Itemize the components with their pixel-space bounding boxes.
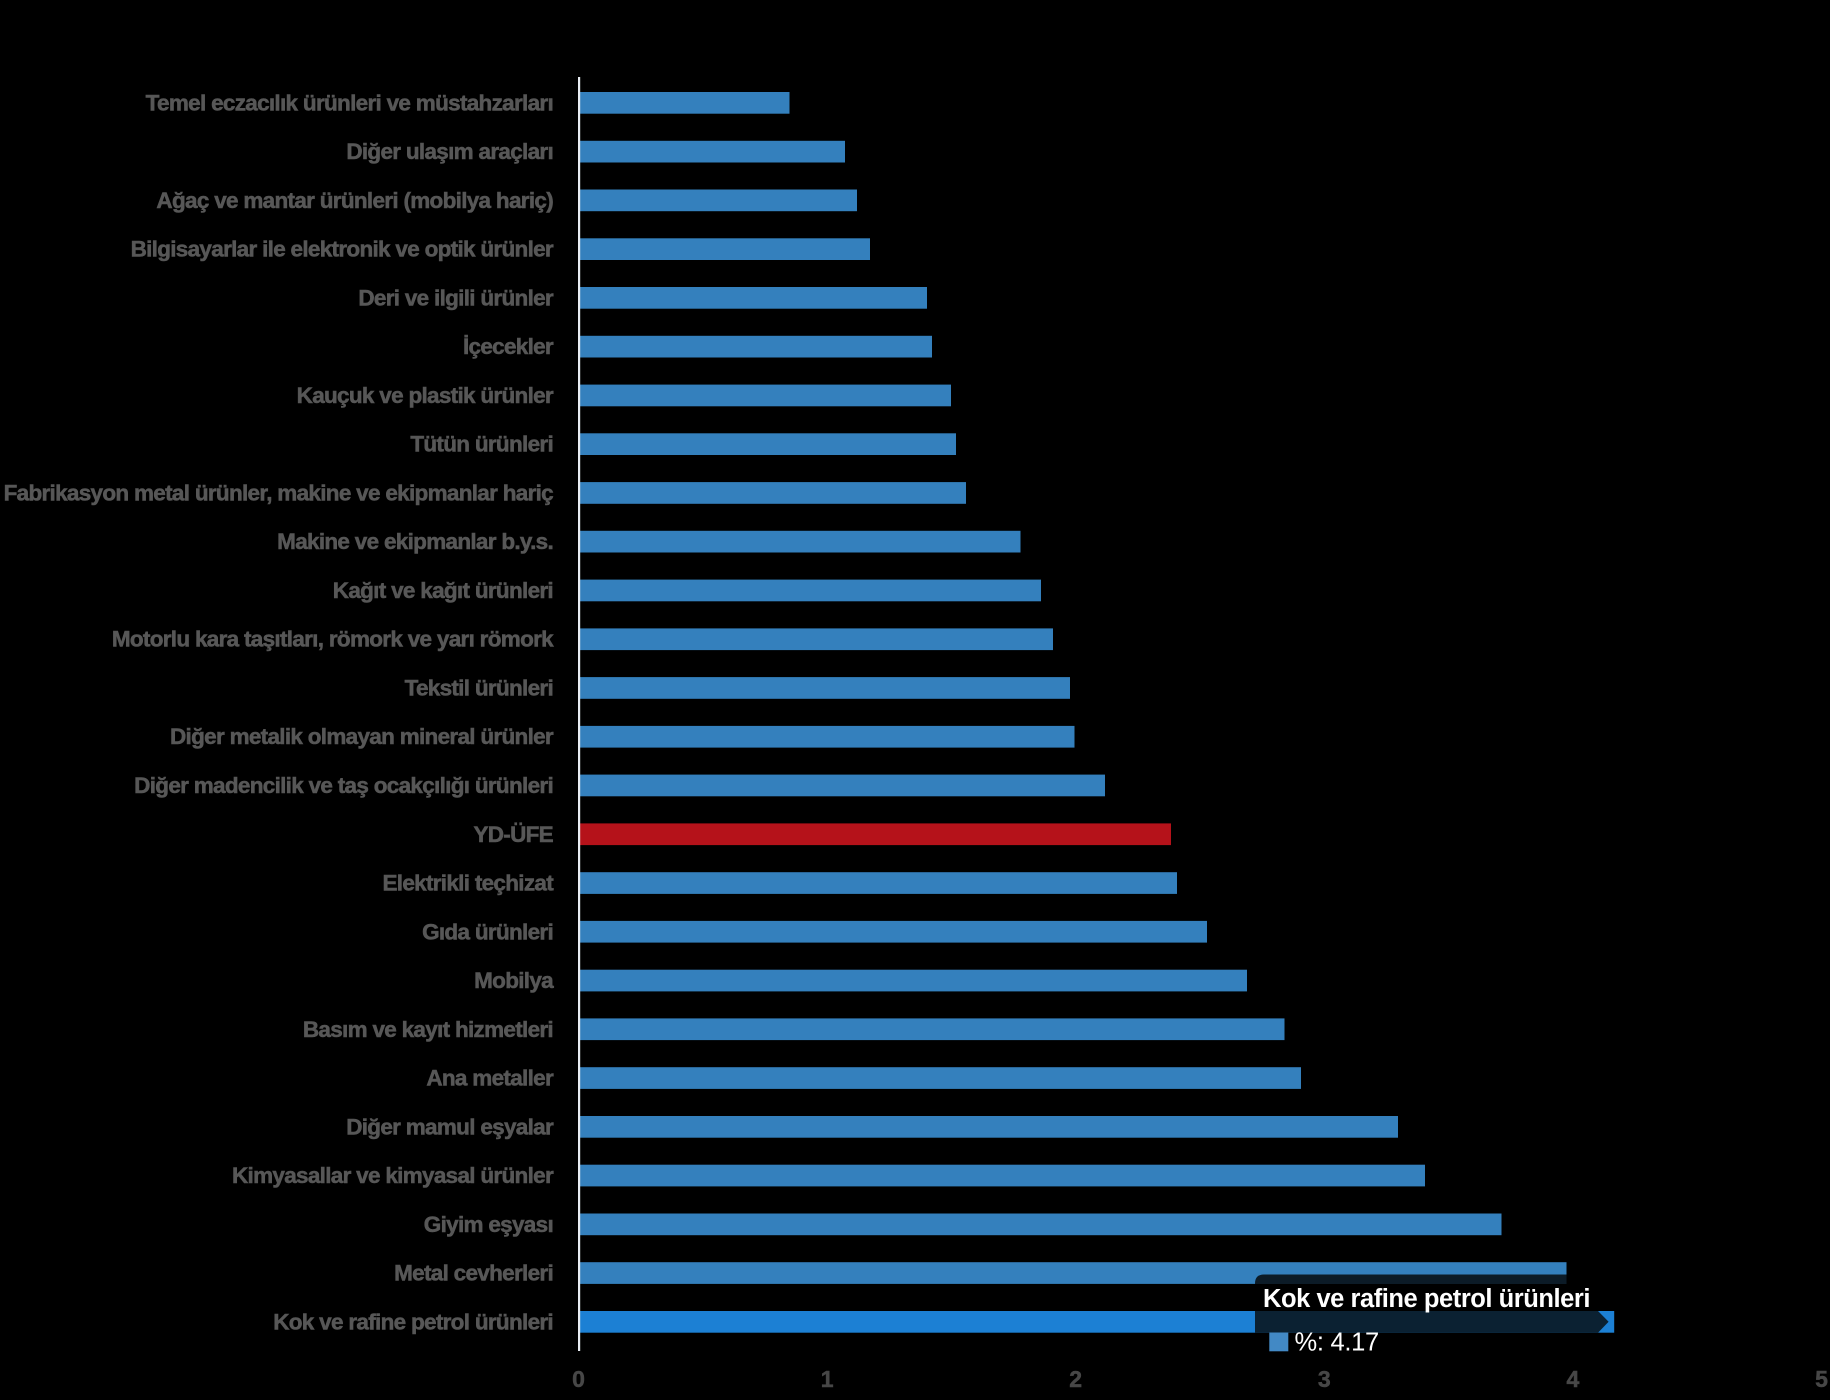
svg-text:Giyim eşyası: Giyim eşyası [424,1212,553,1237]
svg-text:Basım ve kayıt hizmetleri: Basım ve kayıt hizmetleri [303,1017,553,1042]
svg-text:Ana metaller: Ana metaller [426,1066,554,1091]
svg-text:1: 1 [821,1366,834,1392]
svg-text:0: 0 [572,1366,585,1392]
svg-text:Ağaç ve mantar ürünleri (mobil: Ağaç ve mantar ürünleri (mobilya hariç) [156,188,553,213]
svg-text:4: 4 [1567,1366,1580,1392]
svg-text:%: 4.17: %: 4.17 [1295,1329,1379,1357]
svg-text:Metal cevherleri: Metal cevherleri [394,1261,553,1286]
svg-text:Tütün ürünleri: Tütün ürünleri [410,432,553,457]
svg-text:Diğer metalik olmayan mineral: Diğer metalik olmayan mineral ürünler [170,724,554,749]
svg-text:Motorlu kara taşıtları, römork: Motorlu kara taşıtları, römork ve yarı r… [112,627,554,652]
svg-text:Temel eczacılık ürünleri ve mü: Temel eczacılık ürünleri ve müstahzarlar… [146,90,553,115]
svg-text:Mobilya: Mobilya [474,968,554,993]
svg-text:Bilgisayarlar ile elektronik v: Bilgisayarlar ile elektronik ve optik ür… [131,237,554,262]
svg-text:Deri ve ilgili ürünler: Deri ve ilgili ürünler [358,285,554,310]
svg-text:Diğer ulaşım araçları: Diğer ulaşım araçları [346,139,553,164]
svg-text:İçecekler: İçecekler [463,334,554,359]
svg-text:Gıda ürünleri: Gıda ürünleri [422,919,553,944]
svg-text:5: 5 [1815,1366,1828,1392]
svg-text:Tekstil ürünleri: Tekstil ürünleri [405,676,553,701]
svg-text:Fabrikasyon metal ürünler, mak: Fabrikasyon metal ürünler, makine ve eki… [4,480,554,505]
svg-text:2: 2 [1069,1366,1082,1392]
svg-text:Kauçuk ve plastik ürünler: Kauçuk ve plastik ürünler [297,383,554,408]
svg-text:Kok ve rafine petrol ürünleri: Kok ve rafine petrol ürünleri [273,1309,553,1334]
svg-text:Kağıt ve kağıt ürünleri: Kağıt ve kağıt ürünleri [333,578,553,603]
svg-text:Makine ve ekipmanlar b.y.s.: Makine ve ekipmanlar b.y.s. [277,529,553,554]
svg-text:Kok ve rafine petrol ürünleri: Kok ve rafine petrol ürünleri [1263,1285,1590,1313]
svg-text:Elektrikli teçhizat: Elektrikli teçhizat [382,871,554,896]
svg-text:Diğer madencilik ve taş ocakçı: Diğer madencilik ve taş ocakçılığı ürünl… [134,773,553,798]
svg-text:YD-ÜFE: YD-ÜFE [473,822,553,847]
svg-text:Diğer mamul eşyalar: Diğer mamul eşyalar [346,1114,554,1139]
svg-text:Kimyasallar ve kimyasal ürünle: Kimyasallar ve kimyasal ürünler [232,1163,554,1188]
svg-text:3: 3 [1318,1366,1331,1392]
